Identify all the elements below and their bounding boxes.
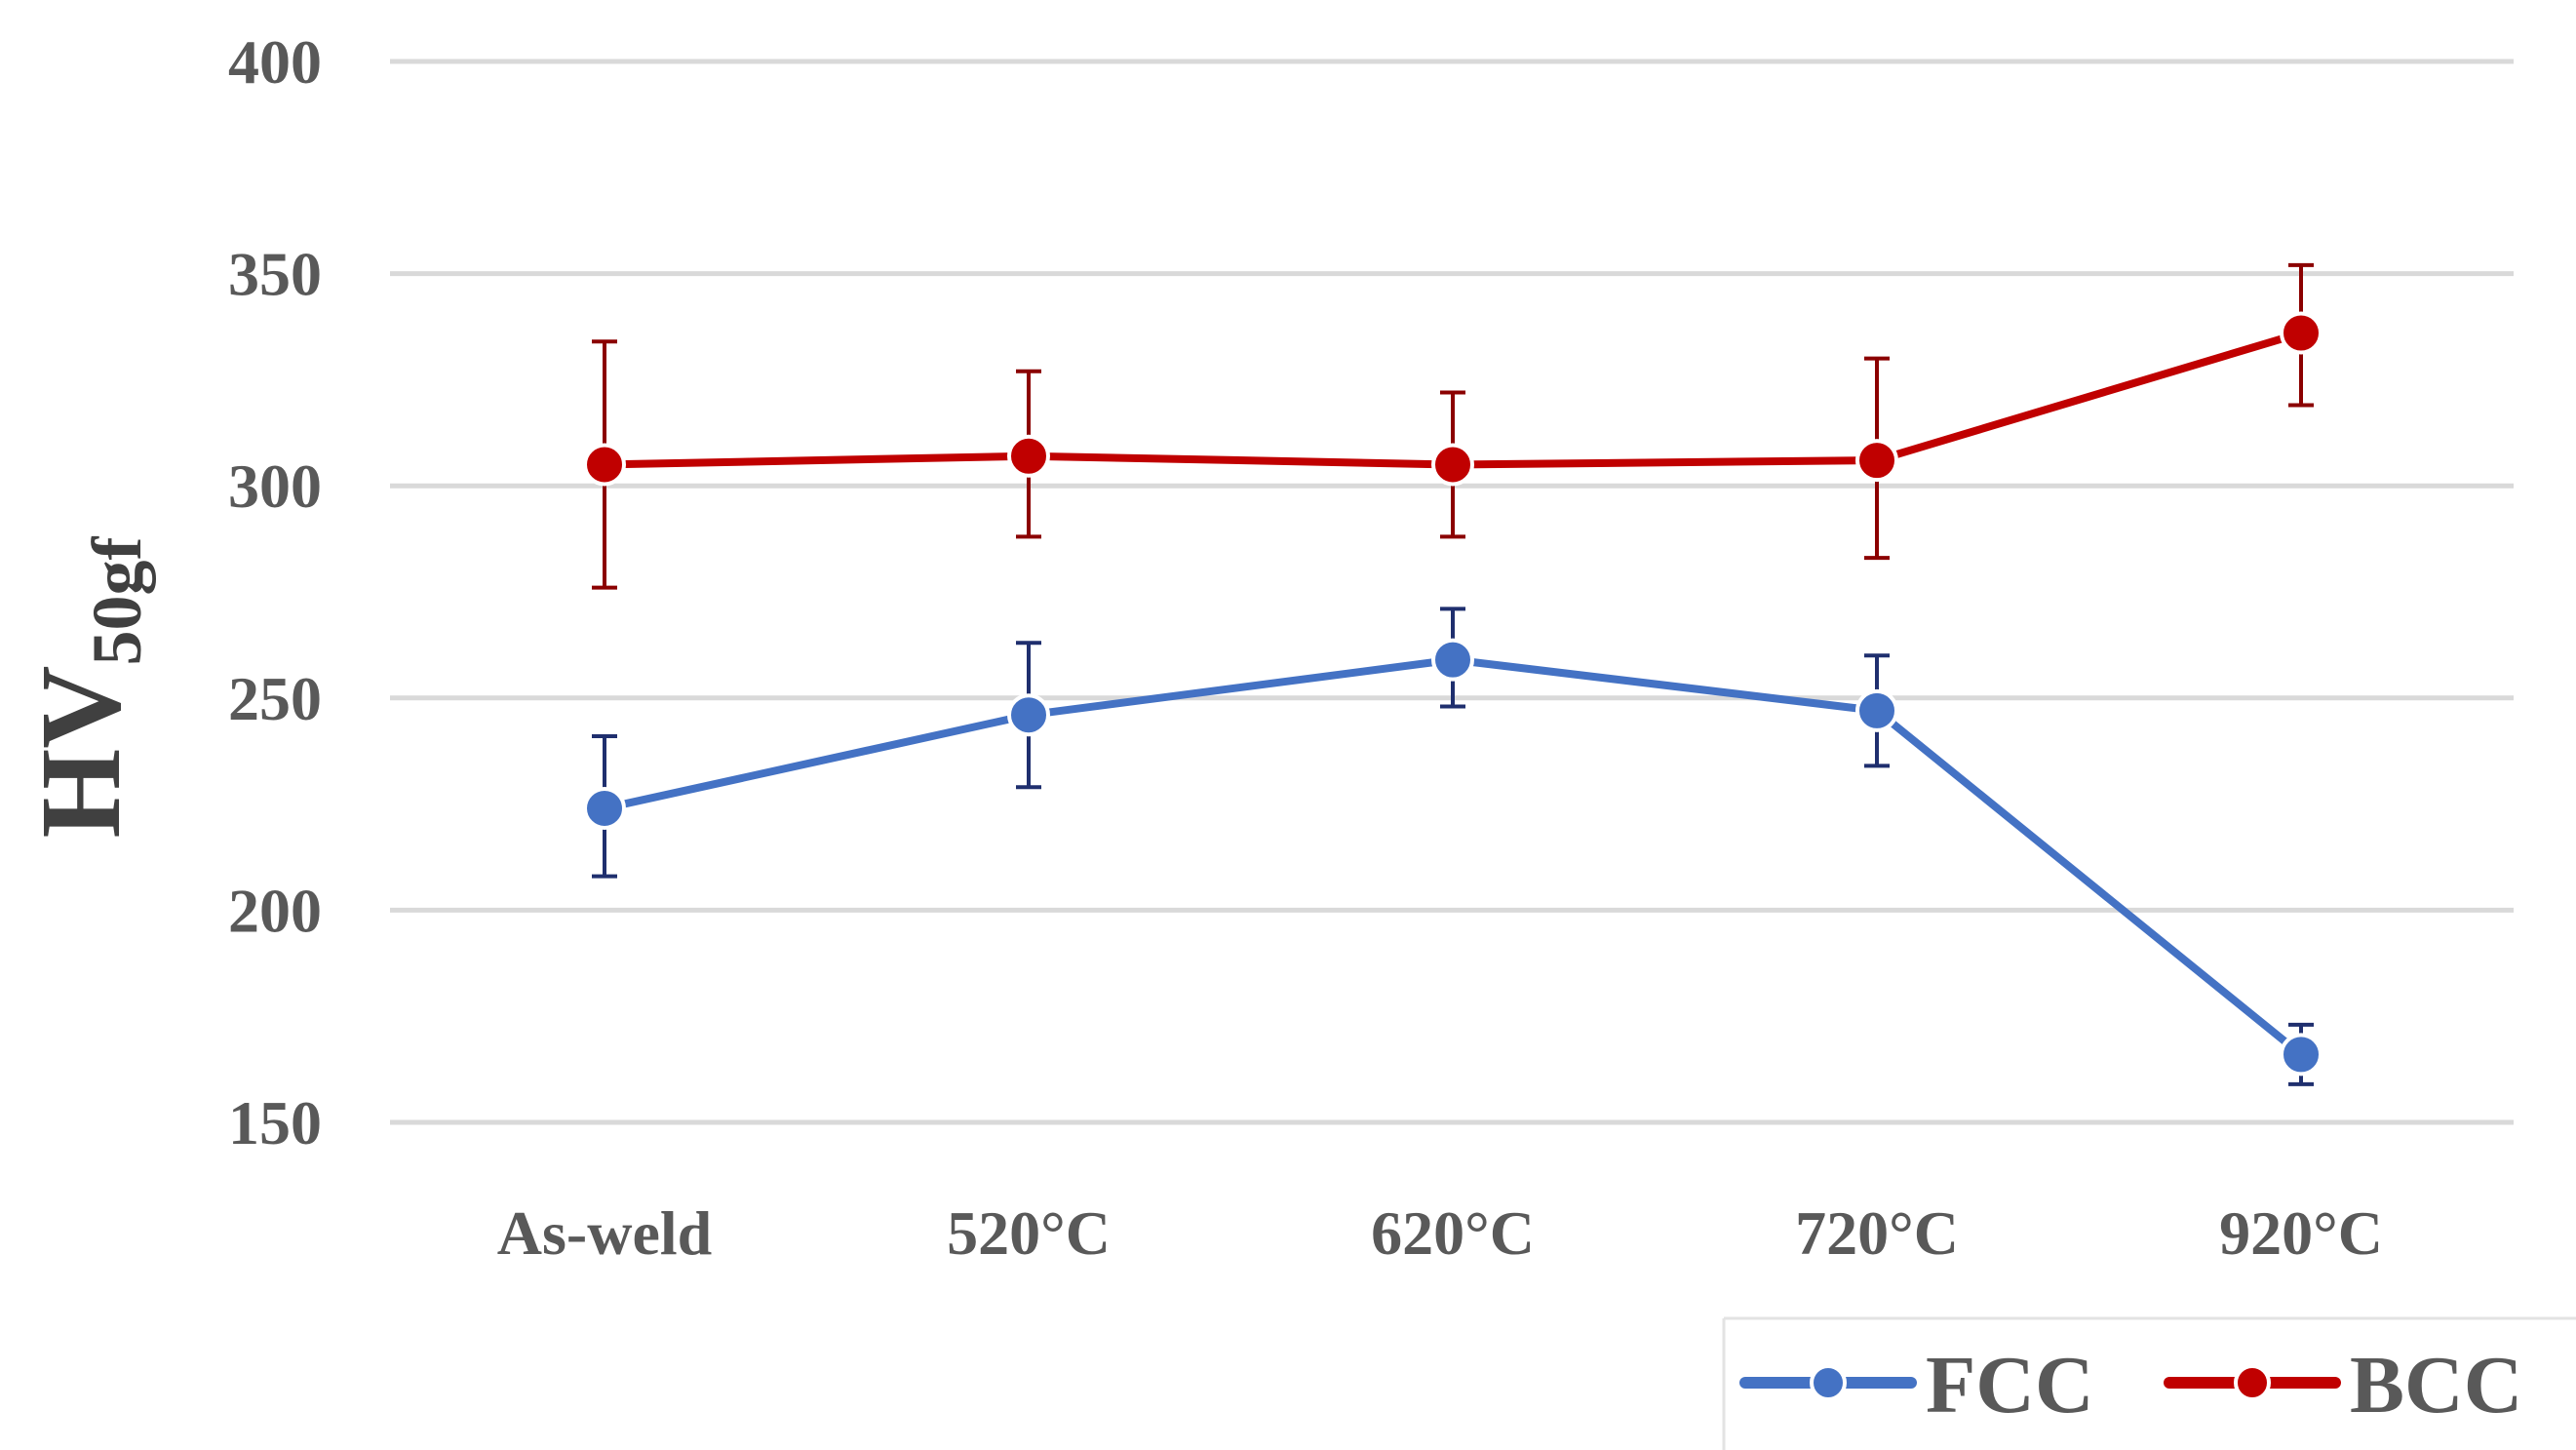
gridlines	[390, 59, 2514, 1125]
bcc-point-3	[1855, 439, 1898, 483]
y-tick-label-300: 300	[228, 451, 322, 521]
legend-item-fcc: FCC	[1739, 1340, 2094, 1430]
fcc-series-line	[604, 655, 2304, 1058]
x-tick-label-0: As-weld	[497, 1198, 712, 1268]
x-tick-label-1: 520°C	[947, 1198, 1111, 1268]
fcc-point-4	[2280, 1033, 2322, 1077]
x-axis-tick-labels: As-weld 520°C 620°C 720°C 920°C	[497, 1198, 2383, 1268]
x-tick-label-3: 720°C	[1795, 1198, 1959, 1268]
bcc-point-0	[583, 443, 626, 487]
y-tick-label-200: 200	[228, 876, 322, 945]
bcc-point-2	[1431, 443, 1474, 487]
y-tick-label-150: 150	[228, 1088, 322, 1157]
x-tick-label-4: 920°C	[2219, 1198, 2383, 1268]
y-axis-tick-labels: 150 200 250 300 350 400	[228, 27, 322, 1157]
y-tick-label-350: 350	[228, 240, 322, 309]
y-axis-title-main: HV	[17, 665, 144, 838]
legend-label-bcc: BCC	[2350, 1340, 2522, 1430]
fcc-point-0	[583, 786, 626, 830]
y-axis-title-subscript: 50gf	[78, 535, 156, 665]
legend: FCC BCC	[1722, 1316, 2576, 1450]
y-tick-label-400: 400	[228, 27, 322, 97]
data-points	[583, 311, 2322, 1077]
legend-item-bcc: BCC	[2164, 1340, 2522, 1430]
x-tick-label-2: 620°C	[1371, 1198, 1535, 1268]
legend-marker-fcc	[1810, 1364, 1847, 1401]
bcc-point-4	[2280, 311, 2322, 355]
y-axis-title: HV50gf	[17, 535, 156, 838]
legend-label-fcc: FCC	[1926, 1340, 2094, 1430]
fcc-point-2	[1431, 638, 1474, 682]
y-tick-label-250: 250	[228, 664, 322, 733]
fcc-point-3	[1855, 688, 1898, 732]
legend-marker-bcc	[2234, 1364, 2271, 1401]
bcc-point-1	[1007, 434, 1050, 478]
fcc-point-1	[1007, 693, 1050, 737]
